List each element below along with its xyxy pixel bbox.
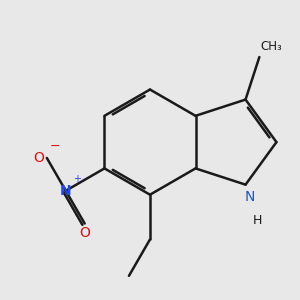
- Text: O: O: [33, 151, 44, 165]
- Text: O: O: [79, 226, 90, 240]
- Text: N: N: [244, 190, 255, 204]
- Text: H: H: [252, 214, 262, 226]
- Text: +: +: [73, 174, 81, 184]
- Text: CH₃: CH₃: [260, 40, 282, 53]
- Text: −: −: [50, 140, 61, 153]
- Text: N: N: [60, 184, 72, 198]
